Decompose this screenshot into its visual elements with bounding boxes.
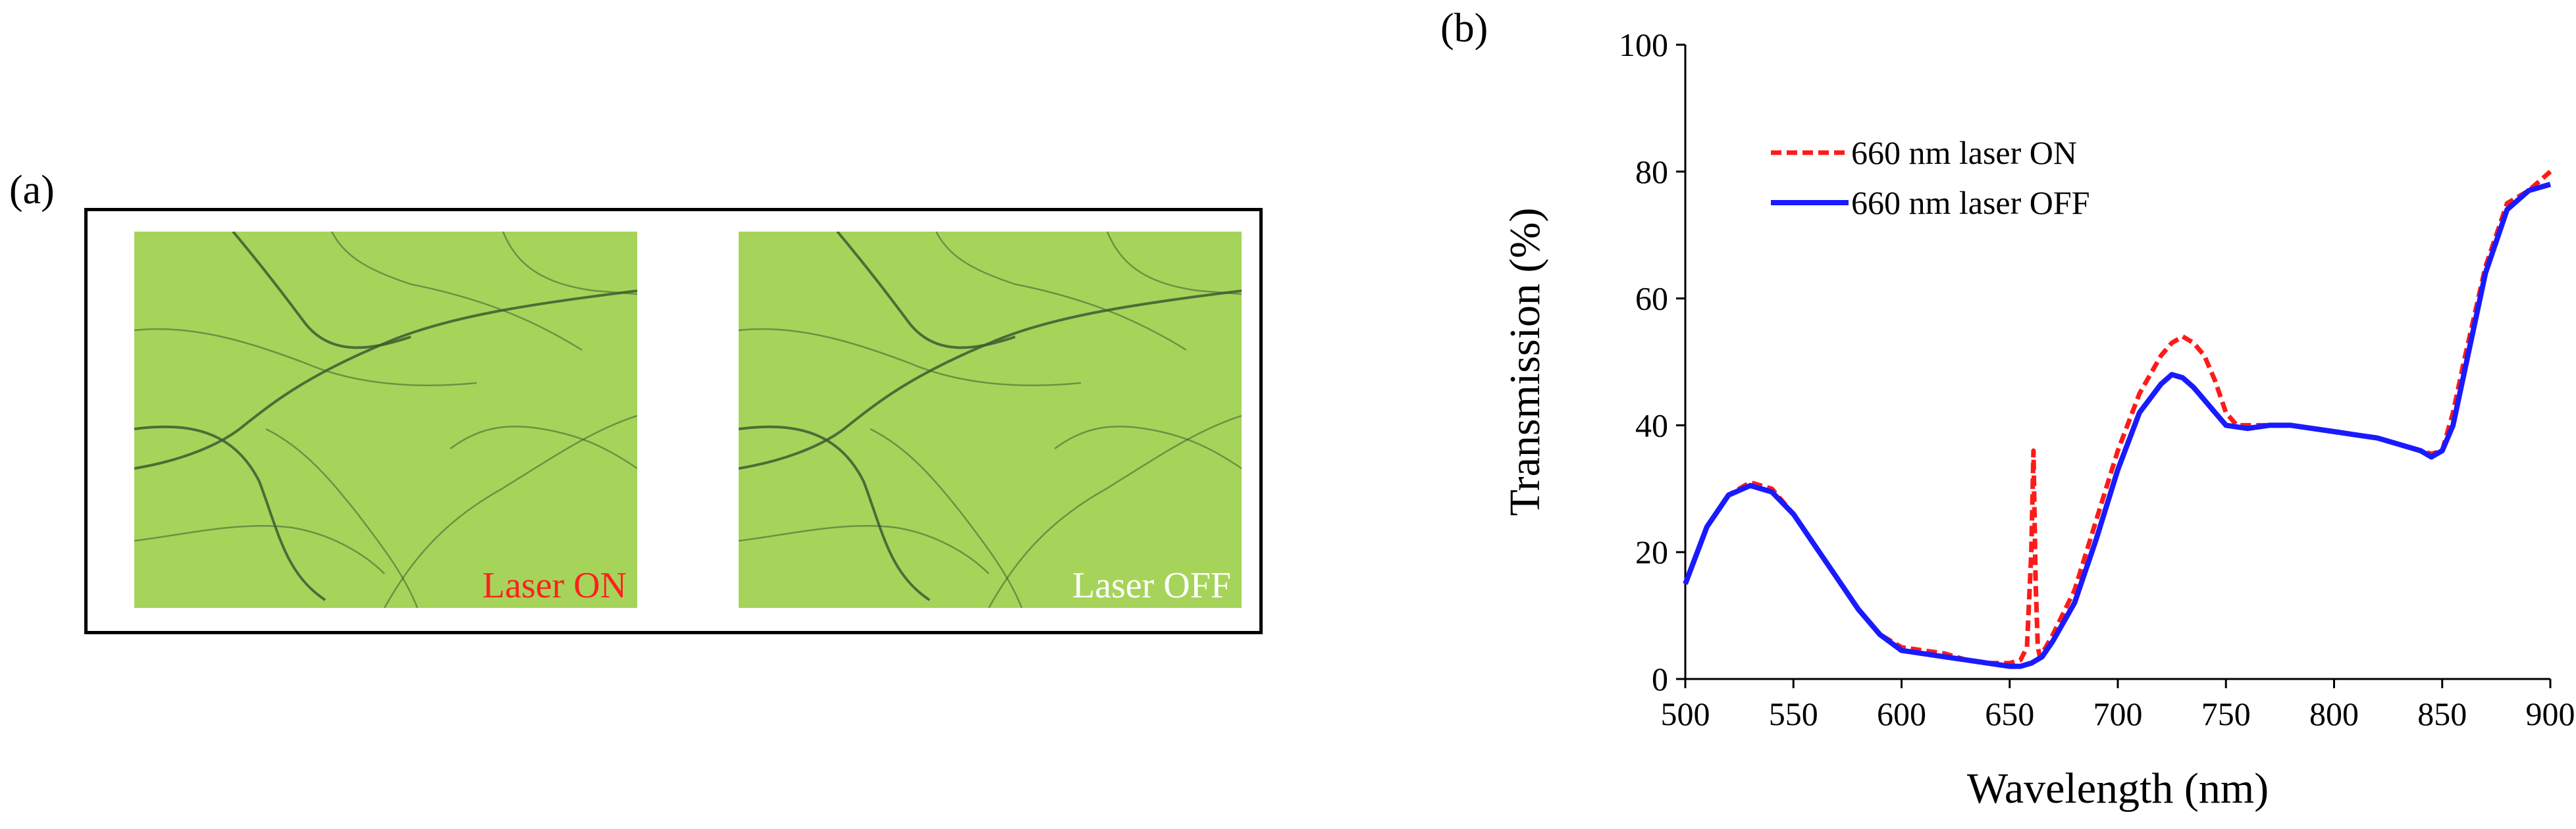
chart-legend: 660 nm laser ON 660 nm laser OFF xyxy=(1771,134,2090,221)
y-axis-label: Transmission (%) xyxy=(1501,208,1549,516)
y-tick-label: 80 xyxy=(1635,153,1668,190)
cell-wall-line xyxy=(739,525,989,574)
cell-wall-line xyxy=(739,425,931,601)
x-tick-label: 750 xyxy=(2201,695,2251,732)
x-tick-label: 800 xyxy=(2309,695,2359,732)
x-axis-label: Wavelength (nm) xyxy=(1967,765,2269,813)
cell-wall-line xyxy=(739,328,1082,386)
cell-wall-line xyxy=(383,414,637,608)
x-tick-label: 700 xyxy=(2093,695,2143,732)
chart-series-layer xyxy=(1683,170,2552,669)
cell-wall-line xyxy=(935,232,1187,351)
transmission-chart: 500 550 600 650 700 750 800 850 900 0 20 40 60 80 100 W… xyxy=(1501,26,2575,813)
cell-wall-line xyxy=(134,328,477,386)
caption-laser-on: Laser ON xyxy=(482,565,627,606)
panel-a-label: (a) xyxy=(9,168,55,213)
cell-wall-line xyxy=(836,232,1016,349)
series-line-laser-on xyxy=(1683,170,2552,666)
cell-wall-line xyxy=(502,232,637,295)
cell-wall-line xyxy=(1106,232,1242,295)
y-tick-label: 60 xyxy=(1635,280,1668,317)
microscopy-image-laser-off: Laser OFF xyxy=(739,232,1242,608)
x-tick-label: 500 xyxy=(1661,695,1710,732)
cell-wall-line xyxy=(134,289,637,470)
cell-wall-line xyxy=(870,428,1023,608)
panel-b-label: (b) xyxy=(1440,6,1488,51)
cell-wall-line xyxy=(987,414,1242,608)
legend-label: 660 nm laser ON xyxy=(1851,134,2077,171)
x-tick-label: 900 xyxy=(2526,695,2575,732)
legend-label: 660 nm laser OFF xyxy=(1851,184,2090,221)
microscopy-frame xyxy=(84,208,1263,634)
microscopy-image-laser-on: Laser ON xyxy=(134,232,637,608)
x-tick-label: 550 xyxy=(1769,695,1818,732)
cell-wall-line xyxy=(134,525,385,574)
y-tick-label: 100 xyxy=(1619,26,1668,63)
y-tick-label: 20 xyxy=(1635,534,1668,570)
microscopy-texture xyxy=(739,232,1242,608)
cell-wall-line xyxy=(1054,426,1242,470)
cell-wall-line xyxy=(330,232,583,351)
x-tick-label: 650 xyxy=(1985,695,2034,732)
series-line-laser-off xyxy=(1683,182,2552,669)
caption-laser-off: Laser OFF xyxy=(1072,565,1231,606)
cell-wall-line xyxy=(739,289,1242,470)
y-tick-label: 0 xyxy=(1652,661,1668,697)
x-tick-label: 850 xyxy=(2417,695,2467,732)
chart-axes: 500 550 600 650 700 750 800 850 900 0 20 40 60 80 100 W… xyxy=(1501,26,2575,813)
x-tick-label: 600 xyxy=(1877,695,1926,732)
microscopy-texture xyxy=(134,232,637,608)
cell-wall-line xyxy=(134,425,327,601)
cell-wall-line xyxy=(232,232,411,349)
cell-wall-line xyxy=(265,428,419,608)
cell-wall-line xyxy=(450,426,637,470)
y-tick-label: 40 xyxy=(1635,407,1668,443)
